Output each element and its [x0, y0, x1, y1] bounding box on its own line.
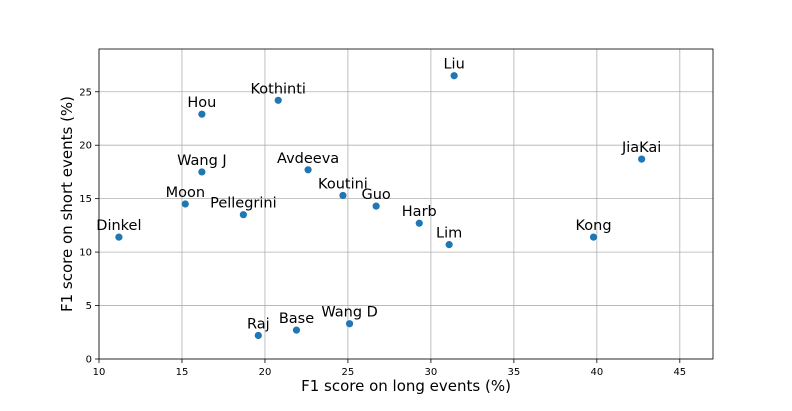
scatter-point — [254, 331, 262, 340]
plot-frame — [98, 48, 714, 360]
x-tick-label: 25 — [342, 367, 355, 378]
x-tick-label: 40 — [590, 367, 603, 378]
x-tick-label: 35 — [507, 367, 520, 378]
point-labels: Liu Kothinti Hou JiaKai Avdeeva Wang J Koutini… — [96, 57, 661, 333]
scatter-point — [304, 166, 312, 174]
x-axis-label: F1 score on long events (%) — [301, 377, 511, 395]
point-label: Guo — [361, 187, 390, 203]
scatter-point — [198, 168, 206, 176]
scatter-point — [239, 211, 247, 219]
point-label: Kothinti — [250, 81, 305, 97]
x-tick-label: 20 — [259, 367, 272, 378]
scatter-point — [589, 233, 598, 241]
scatter-point — [181, 200, 189, 208]
point-label: Lim — [436, 226, 462, 242]
point-label: JiaKai — [621, 140, 661, 156]
point-label: Liu — [443, 57, 464, 73]
x-tick-label: 30 — [425, 367, 438, 378]
x-tick-label: 15 — [176, 367, 189, 378]
scatter-point — [115, 233, 123, 241]
point-label: Hou — [187, 95, 216, 111]
scatter-point — [292, 326, 301, 334]
point-label: Dinkel — [96, 218, 141, 234]
point-label: Harb — [402, 204, 437, 220]
scatter-point — [339, 191, 347, 200]
point-label: Wang J — [177, 153, 227, 169]
point-label: Wang D — [321, 305, 377, 321]
y-tick-label: 0 — [86, 355, 92, 366]
point-label: Pellegrini — [210, 196, 277, 212]
x-tick-label: 10 — [93, 367, 106, 378]
y-tick-label: 15 — [79, 194, 92, 205]
point-label: Avdeeva — [277, 151, 339, 167]
scatter-point — [450, 72, 458, 80]
scatter-point — [274, 96, 282, 104]
x-tick-label: 45 — [673, 367, 686, 378]
point-label: Kong — [575, 218, 611, 234]
y-tick-label: 25 — [79, 87, 92, 98]
scatter-point — [372, 202, 380, 210]
y-tick-label: 20 — [79, 141, 92, 152]
scatter-point — [198, 110, 206, 118]
scatter-point — [638, 155, 646, 163]
scatter-point — [445, 241, 453, 249]
point-label: Base — [279, 311, 314, 327]
data-points — [115, 72, 646, 340]
y-axis-label: F1 score on short events (%) — [58, 96, 76, 312]
scatter-point — [415, 219, 423, 227]
scatter-point — [345, 320, 354, 328]
grid-lines — [98, 49, 713, 360]
point-label: Moon — [166, 185, 205, 201]
point-label: Koutini — [318, 176, 368, 192]
point-label: Raj — [247, 316, 270, 332]
y-tick-label: 5 — [86, 301, 92, 312]
axis-ticks: 10 15 20 25 30 35 40 45 0 5 10 15 20 25 — [79, 87, 686, 378]
y-tick-label: 10 — [79, 248, 92, 259]
